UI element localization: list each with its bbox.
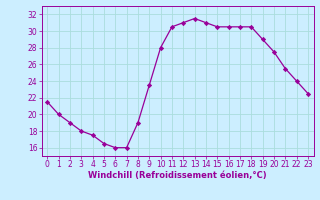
X-axis label: Windchill (Refroidissement éolien,°C): Windchill (Refroidissement éolien,°C) bbox=[88, 171, 267, 180]
